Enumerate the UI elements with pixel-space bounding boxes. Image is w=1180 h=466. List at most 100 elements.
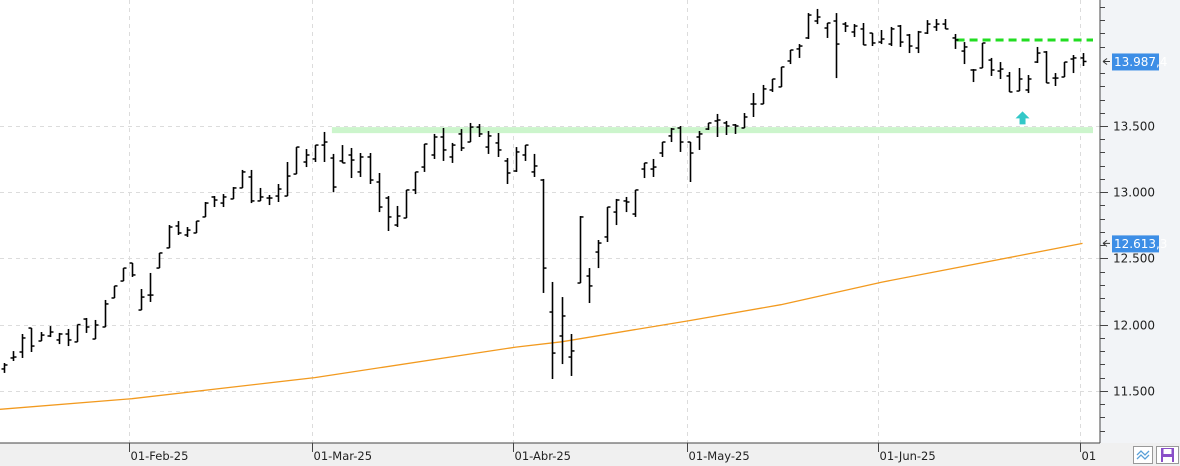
ohlc-bar bbox=[833, 13, 840, 79]
ohlc-bar bbox=[211, 196, 218, 208]
ohlc-bar bbox=[595, 239, 602, 269]
ohlc-bar bbox=[641, 162, 648, 179]
ohlc-bar bbox=[677, 126, 684, 152]
ohlc-bar bbox=[897, 24, 904, 47]
ohlc-bar bbox=[522, 144, 529, 161]
ohlc-bar bbox=[924, 20, 931, 34]
ohlc-bar bbox=[1043, 51, 1050, 84]
ohlc-bar bbox=[1080, 53, 1087, 67]
x-tick-label: 01-Mar-25 bbox=[314, 449, 373, 463]
ohlc-bar bbox=[431, 133, 438, 159]
ohlc-bar bbox=[851, 24, 858, 38]
save-button[interactable] bbox=[1156, 446, 1179, 464]
ohlc-bar bbox=[184, 227, 191, 237]
ohlc-bar bbox=[156, 252, 163, 269]
ohlc-bar bbox=[1034, 46, 1041, 63]
ohlc-bar bbox=[824, 22, 831, 38]
ohlc-bar bbox=[120, 267, 127, 282]
ohlc-bar bbox=[1070, 55, 1077, 74]
ohlc-bar bbox=[705, 122, 712, 130]
ohlc-bar bbox=[878, 30, 885, 45]
x-tick-label: 01-May-25 bbox=[689, 449, 750, 463]
ohlc-bar bbox=[696, 131, 703, 150]
ohlc-bar bbox=[83, 317, 90, 333]
ohlc-bar bbox=[147, 272, 154, 302]
ohlc-bar bbox=[367, 153, 374, 184]
ohlc-bar bbox=[1016, 68, 1023, 92]
ohlc-bar bbox=[604, 206, 611, 242]
ohlc-bar bbox=[193, 220, 200, 234]
ohlc-bar bbox=[202, 201, 209, 218]
date-axis-panel[interactable] bbox=[0, 443, 1180, 466]
ohlc-bar bbox=[586, 268, 593, 304]
ohlc-bar bbox=[778, 66, 785, 88]
ohlc-bar bbox=[440, 127, 447, 161]
ohlc-bar bbox=[403, 189, 410, 219]
ohlc-bar bbox=[613, 198, 620, 226]
price-tags: 13.987,4 12.613,3 bbox=[1102, 53, 1167, 253]
y-tick-label: 11.500 bbox=[1113, 385, 1155, 399]
ohlc-bar bbox=[175, 221, 182, 235]
ohlc-bar bbox=[74, 323, 81, 343]
ohlc-bar bbox=[1052, 73, 1059, 87]
x-tick-label: 01-Abr-25 bbox=[515, 449, 571, 463]
indicator-wave-icon bbox=[1136, 450, 1150, 460]
ohlc-bar bbox=[303, 149, 310, 168]
ohlc-bar bbox=[513, 147, 520, 172]
x-tick-label: 01 bbox=[1082, 449, 1097, 463]
y-tick-label: 13.000 bbox=[1113, 186, 1155, 200]
ohlc-bar bbox=[842, 22, 849, 32]
price-bars bbox=[1, 8, 1087, 380]
ohlc-bar bbox=[275, 183, 282, 202]
ohlc-bar bbox=[495, 133, 502, 157]
ohlc-bar bbox=[860, 22, 867, 46]
ohlc-bar bbox=[394, 205, 401, 228]
ohlc-bar bbox=[559, 297, 566, 365]
ohlc-bar bbox=[632, 189, 639, 217]
ohlc-bar bbox=[760, 84, 767, 105]
indicator-wave-button[interactable] bbox=[1133, 446, 1153, 464]
ohlc-bar bbox=[961, 42, 968, 65]
ohlc-bar bbox=[915, 30, 922, 54]
ohlc-bar bbox=[376, 173, 383, 213]
ohlc-bar bbox=[412, 171, 419, 195]
moving-average-line bbox=[0, 242, 1083, 410]
ohlc-bar bbox=[687, 141, 694, 183]
ohlc-bar bbox=[952, 33, 959, 49]
price-pointer-icon bbox=[1102, 239, 1110, 247]
price-axis: 11.500 12.000 12.500 13.000 13.500 bbox=[1100, 7, 1155, 432]
ohlc-bar bbox=[970, 69, 977, 83]
ohlc-bar bbox=[750, 93, 757, 117]
x-tick-label: 01-Feb-25 bbox=[131, 449, 189, 463]
ohlc-bar bbox=[421, 143, 428, 172]
ohlc-bar bbox=[284, 162, 291, 197]
ohlc-bar bbox=[257, 187, 264, 202]
y-tick-label: 13.500 bbox=[1113, 120, 1155, 134]
ohlc-bar bbox=[19, 334, 26, 358]
ohlc-bar bbox=[10, 351, 17, 362]
price-tag-bg bbox=[1112, 53, 1159, 71]
ohlc-bar bbox=[906, 33, 913, 54]
price-axis-panel[interactable] bbox=[1100, 0, 1180, 443]
price-tag-label: 12.613,3 bbox=[1114, 237, 1167, 251]
ohlc-bar bbox=[814, 8, 821, 25]
ohlc-bar bbox=[504, 158, 511, 184]
ohlc-bar bbox=[540, 178, 547, 293]
ohlc-bar bbox=[357, 153, 364, 177]
support-zone bbox=[331, 127, 1093, 134]
price-tag-bg bbox=[1112, 235, 1159, 253]
ohlc-bar bbox=[266, 194, 273, 206]
ohlc-bar bbox=[531, 153, 538, 177]
ohlc-bar bbox=[166, 225, 173, 249]
ohlc-bar bbox=[92, 319, 99, 340]
ohlc-bar bbox=[1006, 71, 1013, 93]
ohlc-bar bbox=[293, 146, 300, 175]
ohlc-bar bbox=[1025, 75, 1032, 94]
ohlc-bar bbox=[549, 281, 556, 380]
ohlc-bar bbox=[942, 19, 949, 30]
ohlc-bar bbox=[248, 169, 255, 204]
ohlc-bar bbox=[348, 147, 355, 179]
ohlc-bar bbox=[239, 169, 246, 189]
ohlc-bar bbox=[47, 326, 54, 338]
